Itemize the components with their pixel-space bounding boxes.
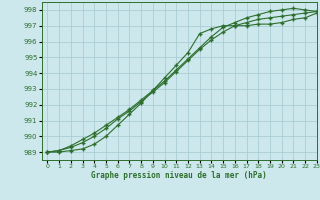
X-axis label: Graphe pression niveau de la mer (hPa): Graphe pression niveau de la mer (hPa) — [91, 171, 267, 180]
